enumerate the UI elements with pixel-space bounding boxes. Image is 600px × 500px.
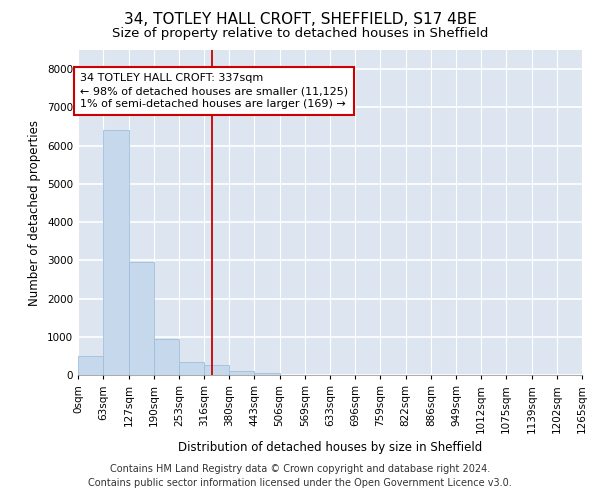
- Text: 34 TOTLEY HALL CROFT: 337sqm
← 98% of detached houses are smaller (11,125)
1% of: 34 TOTLEY HALL CROFT: 337sqm ← 98% of de…: [80, 73, 348, 110]
- Text: Size of property relative to detached houses in Sheffield: Size of property relative to detached ho…: [112, 28, 488, 40]
- Bar: [179, 362, 204, 375]
- Bar: [78, 356, 103, 375]
- Text: Contains HM Land Registry data © Crown copyright and database right 2024.
Contai: Contains HM Land Registry data © Crown c…: [88, 464, 512, 487]
- Text: 34, TOTLEY HALL CROFT, SHEFFIELD, S17 4BE: 34, TOTLEY HALL CROFT, SHEFFIELD, S17 4B…: [124, 12, 476, 28]
- Bar: [128, 262, 154, 375]
- X-axis label: Distribution of detached houses by size in Sheffield: Distribution of detached houses by size …: [178, 441, 482, 454]
- Bar: [229, 371, 254, 375]
- Bar: [103, 130, 128, 375]
- Bar: [204, 364, 229, 375]
- Y-axis label: Number of detached properties: Number of detached properties: [28, 120, 41, 306]
- Bar: [254, 373, 280, 375]
- Bar: [154, 338, 179, 375]
